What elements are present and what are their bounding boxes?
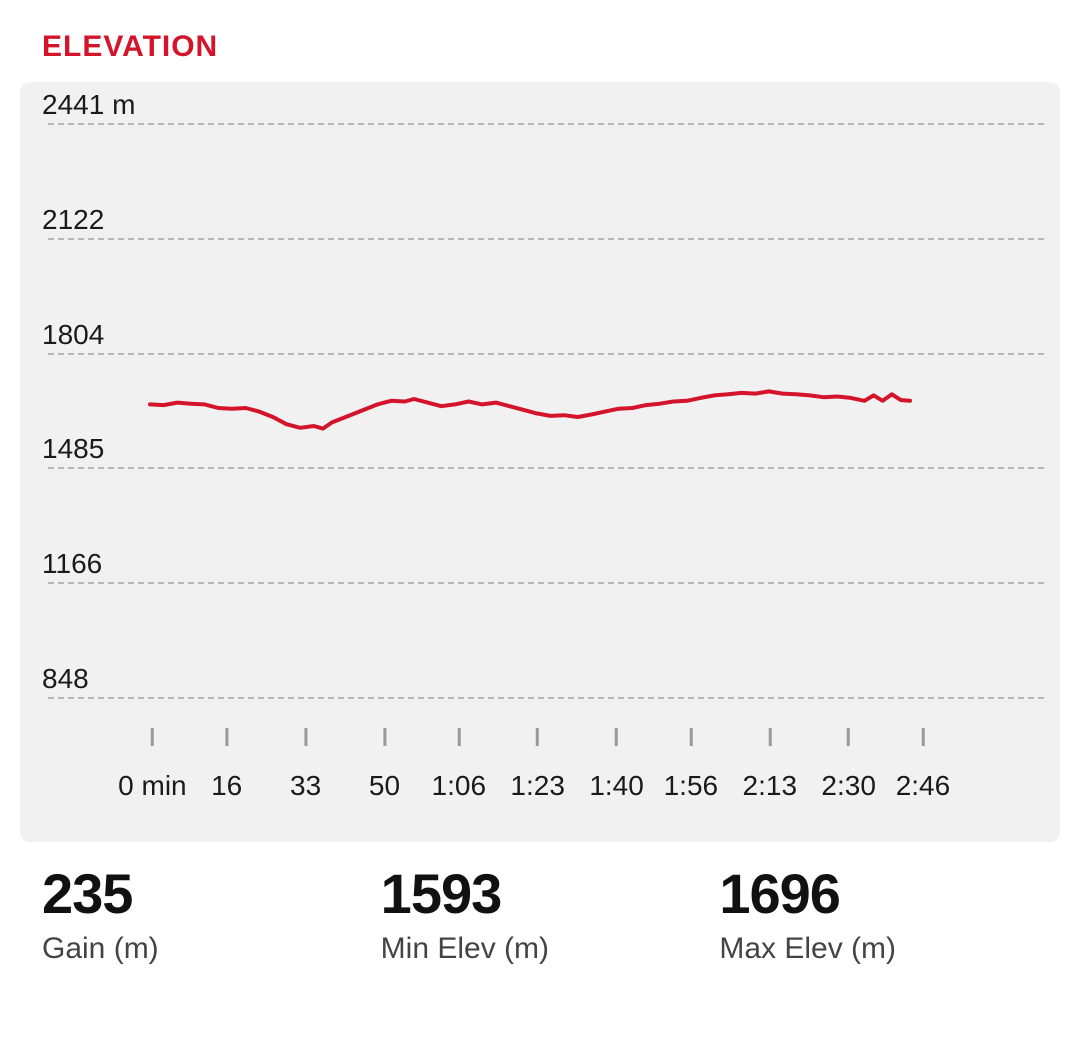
xtick: 50 — [369, 728, 400, 802]
stat-label: Min Elev (m) — [381, 932, 700, 966]
xtick-mark — [225, 728, 228, 746]
xtick-label: 16 — [211, 770, 242, 802]
xtick-mark — [689, 728, 692, 746]
stat-label: Max Elev (m) — [719, 932, 1038, 966]
elevation-line — [30, 102, 1030, 802]
xtick: 2:46 — [896, 728, 951, 802]
xtick-label: 1:06 — [432, 770, 487, 802]
xtick: 2:30 — [821, 728, 876, 802]
xtick: 33 — [290, 728, 321, 802]
x-axis: 0 min 16 33 50 1:06 1:23 1:40 1:56 2:13 2:30 2:46 — [30, 712, 1050, 802]
xtick-label: 1:56 — [664, 770, 719, 802]
stat-value: 1593 — [381, 866, 700, 922]
stat-min-elev: 1593 Min Elev (m) — [381, 866, 700, 966]
xtick-mark — [847, 728, 850, 746]
stat-gain: 235 Gain (m) — [42, 866, 361, 966]
xtick: 16 — [211, 728, 242, 802]
xtick-label: 0 min — [118, 770, 186, 802]
xtick-mark — [921, 728, 924, 746]
elevation-chart[interactable]: 2441 m2122180414851166848 0 min1633501:0… — [30, 102, 1050, 802]
xtick-mark — [768, 728, 771, 746]
xtick-label: 2:13 — [743, 770, 798, 802]
xtick: 1:06 — [432, 728, 487, 802]
xtick-mark — [615, 728, 618, 746]
stat-max-elev: 1696 Max Elev (m) — [719, 866, 1038, 966]
stat-value: 1696 — [719, 866, 1038, 922]
stat-label: Gain (m) — [42, 932, 361, 966]
xtick: 1:40 — [589, 728, 644, 802]
xtick: 1:23 — [510, 728, 565, 802]
xtick-label: 1:23 — [510, 770, 565, 802]
xtick-mark — [304, 728, 307, 746]
xtick: 2:13 — [743, 728, 798, 802]
xtick: 0 min — [118, 728, 186, 802]
xtick-mark — [457, 728, 460, 746]
elevation-chart-card: 2441 m2122180414851166848 0 min1633501:0… — [20, 82, 1060, 842]
stat-value: 235 — [42, 866, 361, 922]
xtick-label: 33 — [290, 770, 321, 802]
xtick: 1:56 — [664, 728, 719, 802]
xtick-mark — [383, 728, 386, 746]
xtick-label: 1:40 — [589, 770, 644, 802]
xtick-mark — [151, 728, 154, 746]
xtick-label: 2:46 — [896, 770, 951, 802]
xtick-mark — [536, 728, 539, 746]
xtick-label: 2:30 — [821, 770, 876, 802]
section-title: ELEVATION — [42, 30, 1060, 64]
stats-row: 235 Gain (m) 1593 Min Elev (m) 1696 Max … — [20, 866, 1060, 966]
xtick-label: 50 — [369, 770, 400, 802]
